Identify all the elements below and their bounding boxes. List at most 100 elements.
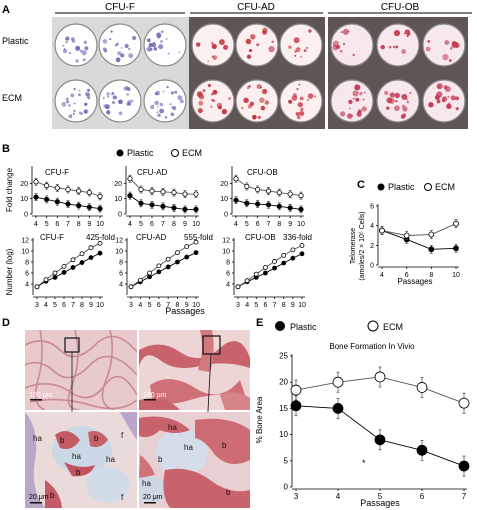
x-tick-label: 7 <box>66 221 70 228</box>
data-point-plastic <box>428 246 435 253</box>
colony-spot <box>102 97 105 100</box>
colony-spot <box>81 50 87 56</box>
colony-spot <box>207 83 212 88</box>
data-point-plastic <box>416 444 428 456</box>
x-tick-label: 6 <box>55 221 59 228</box>
data-point-ecm <box>184 244 190 250</box>
colony-spot <box>402 106 408 112</box>
colony-spot <box>314 95 317 98</box>
data-point-plastic <box>287 205 293 211</box>
colony-spot <box>211 55 214 58</box>
colony-spot <box>299 96 304 101</box>
tissue-label: ha <box>142 479 151 488</box>
colony-spot <box>174 90 178 94</box>
log-annotation-cfu-ob: 336-fold <box>283 233 312 242</box>
colony-spot <box>256 43 260 47</box>
data-point-plastic <box>281 260 287 266</box>
histology-high-mag-ecm: ha ha b b b ha 20 μm <box>139 412 250 508</box>
panel-e-label: E <box>256 317 263 329</box>
colony-spot <box>211 98 214 102</box>
data-point-plastic <box>276 203 282 209</box>
data-point-plastic <box>184 254 190 260</box>
data-point-ecm <box>379 227 385 234</box>
colony-spot <box>157 113 161 117</box>
colony-spot <box>388 98 395 104</box>
x-tick-label: 4 <box>128 221 132 228</box>
colony-spot <box>437 84 442 89</box>
colony-spot <box>450 47 453 50</box>
colony-spot <box>252 114 257 120</box>
colony-spot <box>69 52 71 55</box>
data-point-ecm <box>298 193 304 199</box>
x-tick-label: 10 <box>298 302 306 309</box>
y-tick-label: 5 <box>284 456 289 465</box>
colony-spot <box>452 41 459 48</box>
colony-spot <box>159 39 163 44</box>
y-tick-label: 0 <box>118 212 122 219</box>
colony-spot <box>71 37 75 41</box>
x-tick-label: 4 <box>245 302 249 309</box>
data-point-ecm <box>263 265 268 270</box>
chart-fold-cfu-ob: 0 10 20 4 5 6 7 8 9 10 <box>220 166 305 228</box>
data-point-plastic <box>33 194 39 200</box>
y-tick-label: 10 <box>220 196 228 203</box>
colony-spot <box>380 44 385 50</box>
x-tick-label: 5 <box>53 302 57 309</box>
data-point-plastic <box>175 259 180 265</box>
row-label-ecm: ECM <box>2 93 22 103</box>
y-tick-label: 8 <box>119 260 123 267</box>
y-tick-label: 0 <box>224 212 228 219</box>
colony-spot <box>158 44 164 50</box>
y-tick-label: 8 <box>226 260 230 267</box>
colony-spot <box>249 101 255 106</box>
colony-spot <box>82 58 86 62</box>
data-point-ecm <box>165 256 171 262</box>
data-point-plastic <box>165 264 171 270</box>
x-tick-label: 8 <box>282 302 286 309</box>
x-tick-label: 6 <box>256 221 260 228</box>
colony-spot <box>355 97 360 102</box>
culture-dish <box>330 23 374 67</box>
colony-spot <box>340 111 346 117</box>
data-point-ecm <box>127 176 133 182</box>
colony-spot <box>170 112 175 117</box>
x-tick-label: 6 <box>263 302 267 309</box>
colony-spot <box>395 45 399 49</box>
colony-spot <box>347 113 353 119</box>
x-tick-label: 9 <box>183 221 187 228</box>
colony-spot <box>112 95 117 100</box>
data-point-ecm <box>276 189 282 196</box>
x-tick-label: 8 <box>277 221 281 228</box>
colony-spot <box>395 99 398 103</box>
panel-c-ylabel-line1: Telomerase <box>350 228 357 264</box>
colony-spot <box>295 111 300 117</box>
data-point-ecm <box>61 263 67 269</box>
colony-spot <box>264 100 270 105</box>
colony-spot <box>212 89 218 95</box>
zoom-box <box>202 335 221 355</box>
data-point-ecm <box>255 186 261 193</box>
colony-spot <box>124 43 129 49</box>
scale-bar <box>144 399 156 401</box>
colony-spot <box>297 101 303 108</box>
colony-spot <box>393 30 401 37</box>
tissue-label: ha <box>33 434 42 443</box>
legend-label-ecm: ECM <box>182 148 202 158</box>
colony-spot <box>167 52 170 55</box>
scale-label: 20 μm <box>29 494 49 501</box>
x-tick-label: 10 <box>96 302 104 309</box>
legend-label-ecm: ECM <box>435 182 455 192</box>
histology-low-mag-plastic: 100 μm <box>25 330 137 430</box>
colony-spot <box>401 93 408 100</box>
colony-spot <box>162 90 165 93</box>
tissue-label: f <box>121 493 124 502</box>
colony-spot <box>198 100 204 106</box>
data-point-ecm <box>193 239 199 245</box>
data-point-ecm <box>175 250 180 256</box>
colony-spot <box>295 95 298 98</box>
colony-spot <box>218 105 222 110</box>
colony-spot <box>198 94 205 100</box>
data-point-plastic <box>147 274 152 280</box>
colony-spot <box>159 102 164 107</box>
